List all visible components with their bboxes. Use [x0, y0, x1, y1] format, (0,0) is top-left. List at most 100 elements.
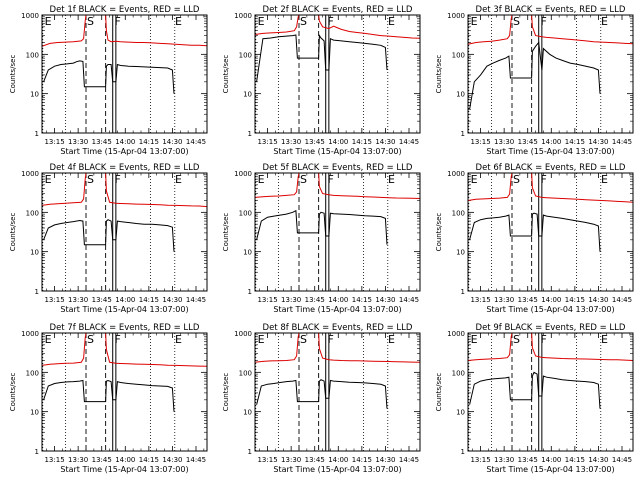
x-tick-label: 13:15: [257, 138, 277, 146]
y-axis-label: Counts/sec: [222, 213, 230, 252]
series-lld: [467, 172, 634, 203]
x-tick-label: 14:45: [612, 296, 632, 304]
marker-label-e: E: [471, 15, 478, 28]
marker-label-f: F: [328, 333, 334, 346]
x-tick-label: 14:30: [162, 456, 182, 464]
x-tick-label: 14:00: [115, 296, 135, 304]
x-tick-label: 13:45: [305, 456, 325, 464]
x-tick-label: 14:30: [588, 456, 608, 464]
y-tick-label: 10: [30, 91, 39, 99]
y-tick-label: 1000: [234, 12, 252, 20]
marker-label-f: F: [115, 15, 121, 28]
marker-label-s: S: [87, 333, 94, 346]
x-tick-label: 13:15: [470, 456, 490, 464]
x-tick-label: 13:15: [44, 456, 64, 464]
marker-label-f: F: [541, 333, 547, 346]
y-tick-label: 1000: [21, 12, 39, 20]
series-lld: [41, 332, 208, 367]
series-events: [256, 34, 388, 82]
marker-label-e: E: [471, 173, 478, 186]
plot-frame: [254, 172, 421, 292]
y-tick-label: 1: [35, 288, 39, 296]
x-tick-label: 14:30: [588, 138, 608, 146]
panel-det-3: Det 3f BLACK = Events, RED = LLD Counts/s…: [435, 5, 634, 156]
y-axis-label: Counts/sec: [222, 55, 230, 94]
marker-label-s: S: [513, 333, 520, 346]
marker-label-f: F: [541, 15, 547, 28]
y-axis-label: Counts/sec: [435, 213, 443, 252]
panel-title: Det 3f BLACK = Events, RED = LLD: [476, 5, 626, 15]
y-axis-label: Counts/sec: [222, 373, 230, 412]
series-events: [43, 219, 175, 252]
x-tick-label: 14:00: [115, 138, 135, 146]
series-events: [469, 212, 601, 252]
marker-label-e: E: [45, 333, 52, 346]
x-axis-label: Start Time (15-Apr-04 13:07:00): [60, 305, 188, 314]
panel-title: Det 6f BLACK = Events, RED = LLD: [476, 163, 626, 173]
marker-label-f: F: [115, 173, 121, 186]
marker-label-e: E: [175, 173, 182, 186]
y-tick-label: 1000: [447, 330, 465, 338]
x-tick-label: 14:15: [352, 456, 372, 464]
x-tick-label: 13:45: [518, 456, 538, 464]
x-tick-label: 14:45: [186, 138, 206, 146]
series-lld: [467, 332, 634, 361]
series-lld: [467, 14, 634, 45]
marker-label-s: S: [513, 173, 520, 186]
x-tick-label: 13:45: [518, 296, 538, 304]
x-tick-label: 14:30: [375, 456, 395, 464]
plot-frame: [41, 172, 208, 292]
series-lld: [254, 14, 421, 39]
x-tick-label: 13:30: [281, 138, 301, 146]
x-axis-label: Start Time (15-Apr-04 13:07:00): [486, 305, 614, 314]
plot-frame: [467, 14, 634, 134]
marker-label-e: E: [601, 333, 608, 346]
marker-label-s: S: [300, 333, 307, 346]
x-tick-label: 14:45: [399, 138, 419, 146]
x-tick-label: 14:15: [565, 456, 585, 464]
x-tick-label: 13:45: [305, 138, 325, 146]
x-tick-label: 13:15: [44, 138, 64, 146]
x-tick-label: 13:15: [470, 296, 490, 304]
x-tick-label: 13:30: [494, 456, 514, 464]
x-tick-label: 14:15: [565, 138, 585, 146]
y-tick-label: 1: [35, 130, 39, 138]
x-tick-label: 14:00: [541, 138, 561, 146]
series-events: [43, 60, 175, 94]
marker-label-e: E: [45, 15, 52, 28]
panel-det-8: Det 8f BLACK = Events, RED = LLD Counts/s…: [222, 323, 421, 474]
x-tick-label: 14:30: [375, 296, 395, 304]
marker-label-s: S: [513, 15, 520, 28]
marker-label-e: E: [175, 15, 182, 28]
marker-label-f: F: [115, 333, 121, 346]
x-tick-label: 13:30: [281, 456, 301, 464]
panel-title: Det 2f BLACK = Events, RED = LLD: [263, 5, 413, 15]
x-axis-label: Start Time (15-Apr-04 13:07:00): [486, 465, 614, 474]
y-tick-label: 10: [456, 91, 465, 99]
y-axis-label: Counts/sec: [435, 55, 443, 94]
x-tick-label: 14:30: [588, 296, 608, 304]
y-tick-label: 1: [461, 130, 465, 138]
y-tick-label: 100: [452, 51, 465, 59]
x-tick-label: 13:45: [92, 296, 112, 304]
y-tick-label: 10: [456, 249, 465, 257]
y-tick-label: 1000: [447, 12, 465, 20]
y-tick-label: 100: [239, 209, 252, 217]
marker-label-e: E: [258, 173, 265, 186]
y-tick-label: 1: [461, 448, 465, 456]
x-axis-label: Start Time (15-Apr-04 13:07:00): [486, 147, 614, 156]
marker-label-e: E: [388, 173, 395, 186]
y-tick-label: 100: [26, 209, 39, 217]
plot-frame: [254, 14, 421, 134]
x-tick-label: 13:45: [92, 138, 112, 146]
y-tick-label: 1: [248, 288, 252, 296]
y-tick-label: 1: [35, 448, 39, 456]
x-tick-label: 14:30: [375, 138, 395, 146]
y-tick-label: 1: [248, 448, 252, 456]
panel-title: Det 9f BLACK = Events, RED = LLD: [476, 323, 626, 333]
x-tick-label: 13:30: [68, 456, 88, 464]
series-events: [469, 41, 601, 110]
y-tick-label: 10: [243, 409, 252, 417]
x-axis-label: Start Time (15-Apr-04 13:07:00): [273, 147, 401, 156]
